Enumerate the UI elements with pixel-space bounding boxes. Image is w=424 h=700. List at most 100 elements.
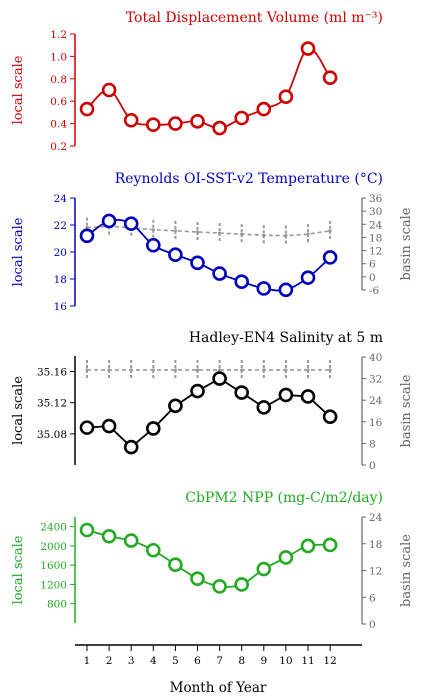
y-axis-label: local scale <box>11 217 26 286</box>
data-point <box>212 579 227 594</box>
y-tick-label: 0.6 <box>50 96 67 108</box>
x-tick-label: 7 <box>216 655 223 667</box>
data-point <box>79 420 95 435</box>
basin-point <box>195 230 200 234</box>
data-point <box>256 101 272 117</box>
basin-point <box>306 232 310 236</box>
y-tick-label: 1.2 <box>50 29 67 41</box>
data-point <box>234 274 249 290</box>
x-axis: 1 2 3 4 5 6 7 8 9 10 11 12 <box>75 644 362 667</box>
data-point <box>278 387 294 403</box>
y2-tick-label: 24 <box>369 395 383 407</box>
data-point <box>212 371 227 386</box>
data-point <box>146 421 161 436</box>
data-point <box>322 537 338 553</box>
y2-axis-label: basin scale <box>399 534 414 607</box>
data-point <box>300 41 316 56</box>
basin-series-line <box>86 225 331 237</box>
basin-point <box>284 368 288 372</box>
data-point <box>101 82 117 98</box>
y-tick-label: 18 <box>54 274 67 286</box>
data-point <box>234 110 249 126</box>
basin-point <box>218 368 222 372</box>
data-point <box>300 389 316 404</box>
basin-point <box>240 232 244 236</box>
x-tick-label: 6 <box>194 655 201 667</box>
y2-tick-label: 18 <box>369 539 382 551</box>
data-point <box>234 577 249 592</box>
y-tick-label: 800 <box>47 599 67 611</box>
data-point <box>278 89 294 105</box>
x-tick-label: 11 <box>301 655 314 667</box>
basin-point <box>85 225 89 230</box>
y2-tick-label: 12 <box>369 246 382 258</box>
basin-point <box>328 229 332 233</box>
y-tick-label: 1200 <box>40 579 67 591</box>
y-tick-label: 1600 <box>40 560 67 572</box>
series-line <box>86 218 331 292</box>
y-tick-label: 0.8 <box>50 74 67 86</box>
data-point <box>79 101 95 117</box>
basin-point <box>306 368 310 372</box>
data-point <box>256 281 272 296</box>
data-point <box>79 522 95 538</box>
chart-panel: Total Displacement Volume (ml m⁻³) 0.2 0.4… <box>11 10 383 153</box>
y2-tick-label: 8 <box>369 438 376 450</box>
basin-point <box>262 233 266 237</box>
data-point <box>322 250 338 265</box>
x-tick-label: 1 <box>84 655 91 667</box>
data-point <box>146 237 161 253</box>
basin-point <box>173 229 177 233</box>
chart-title: CbPM2 NPP (mg-C/m2/day) <box>185 490 383 506</box>
y2-tick-label: 40 <box>369 352 382 364</box>
y2-axis-label: basin scale <box>399 374 414 447</box>
y2-tick-label: 0 <box>369 272 376 284</box>
y-axis-label: local scale <box>11 376 26 445</box>
data-point <box>322 409 338 425</box>
x-tick-label: 5 <box>172 655 179 667</box>
data-point <box>168 116 183 131</box>
data-point <box>212 120 227 136</box>
data-point <box>212 266 227 281</box>
y2-tick-label: 0 <box>369 460 376 472</box>
y-tick-label: 1.0 <box>50 51 67 63</box>
basin-point <box>173 368 177 372</box>
data-point <box>190 383 205 399</box>
data-point <box>168 398 183 414</box>
chart-title: Total Displacement Volume (ml m⁻³) <box>126 10 383 26</box>
y-tick-label: 35.12 <box>37 398 67 410</box>
y-axis-label: local scale <box>11 535 26 604</box>
data-point <box>123 112 139 128</box>
basin-point <box>85 368 89 372</box>
data-point <box>101 528 117 544</box>
x-tick-label: 8 <box>238 655 245 667</box>
series-line <box>86 529 331 588</box>
y2-tick-label: 12 <box>369 566 382 578</box>
y2-tick-label: 6 <box>369 592 376 604</box>
data-point <box>256 561 272 577</box>
data-point <box>168 247 183 262</box>
y2-tick-label: 24 <box>369 219 383 231</box>
basin-point <box>129 368 133 372</box>
data-point <box>146 542 161 558</box>
y2-tick-label: -6 <box>369 285 380 297</box>
y-tick-label: 16 <box>54 301 68 313</box>
basin-point <box>262 368 266 372</box>
basin-point <box>284 234 288 238</box>
x-tick-label: 3 <box>128 655 135 667</box>
data-point <box>256 400 272 415</box>
x-tick-label: 4 <box>150 655 157 667</box>
y2-axis-label: basin scale <box>399 207 414 280</box>
series-line <box>86 377 331 449</box>
y-tick-label: 0.4 <box>50 119 67 131</box>
chart-title: Hadley-EN4 Salinity at 5 m <box>189 330 383 346</box>
data-point <box>123 216 139 231</box>
y2-tick-label: 16 <box>369 417 383 429</box>
basin-point <box>240 368 244 372</box>
basin-point <box>151 368 155 372</box>
x-tick-label: 9 <box>260 655 267 667</box>
y-tick-label: 2000 <box>40 541 67 553</box>
basin-point <box>328 368 332 372</box>
y-tick-label: 35.16 <box>37 367 67 379</box>
data-point <box>79 228 95 244</box>
